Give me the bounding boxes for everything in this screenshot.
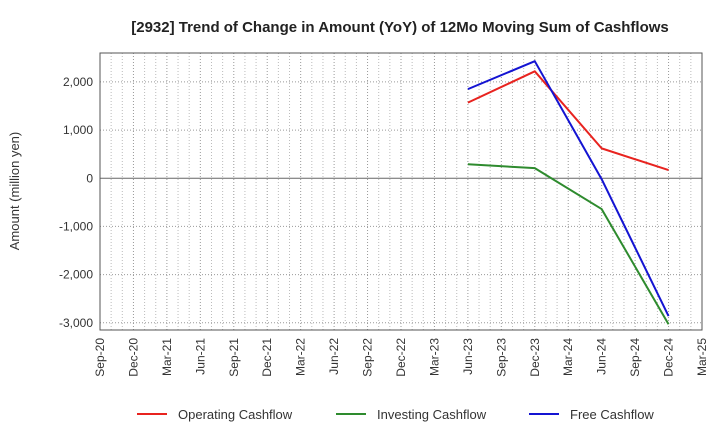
y-tick-label: -2,000 <box>59 268 93 282</box>
x-tick-label: Sep-23 <box>494 338 508 377</box>
x-tick-label: Sep-20 <box>93 338 107 377</box>
grid <box>100 53 702 330</box>
x-tick-label: Mar-22 <box>294 338 308 376</box>
legend-label: Operating Cashflow <box>178 407 293 422</box>
x-tick-label: Mar-21 <box>160 338 174 376</box>
series-lines <box>467 60 670 325</box>
x-tick-label: Mar-25 <box>695 338 709 376</box>
x-tick-label: Sep-22 <box>361 338 375 377</box>
y-axis-label: Amount (million yen) <box>7 132 22 251</box>
y-tick-label: 0 <box>86 171 93 185</box>
x-tick-label: Sep-21 <box>227 338 241 377</box>
x-tick-labels: Sep-20 Dec-20 Mar-21 Jun-21 Sep-21 Dec-21 Mar-… <box>93 338 709 377</box>
legend-label: Investing Cashflow <box>377 407 487 422</box>
x-tick-label: Dec-23 <box>528 338 542 377</box>
x-tick-label: Jun-23 <box>461 338 475 375</box>
x-tick-label: Jun-22 <box>327 338 341 375</box>
y-tick-label: -3,000 <box>59 316 93 330</box>
x-tick-label: Jun-21 <box>193 338 207 375</box>
x-tick-label: Sep-24 <box>628 338 642 377</box>
chart-title: [2932] Trend of Change in Amount (YoY) o… <box>131 19 669 36</box>
legend-label: Free Cashflow <box>570 407 654 422</box>
series-line <box>467 70 669 172</box>
y-tick-label: -1,000 <box>59 219 93 233</box>
series-line <box>467 60 670 317</box>
x-tick-label: Dec-21 <box>260 338 274 377</box>
plot-frame <box>99 52 703 331</box>
y-tick-label: 2,000 <box>63 75 93 89</box>
legend: Operating Cashflow Investing Cashflow Free… <box>137 407 654 422</box>
x-tick-label: Jun-24 <box>595 338 609 375</box>
y-tick-label: 1,000 <box>63 123 93 137</box>
x-tick-label: Mar-23 <box>427 338 441 376</box>
series-line <box>467 163 670 325</box>
x-tick-label: Dec-24 <box>662 338 676 377</box>
x-tick-label: Dec-20 <box>126 338 140 377</box>
x-tick-label: Dec-22 <box>394 338 408 377</box>
y-tick-labels: 2,000 1,000 0 -1,000 -2,000 -3,000 <box>59 75 93 330</box>
x-tick-label: Mar-24 <box>561 338 575 376</box>
